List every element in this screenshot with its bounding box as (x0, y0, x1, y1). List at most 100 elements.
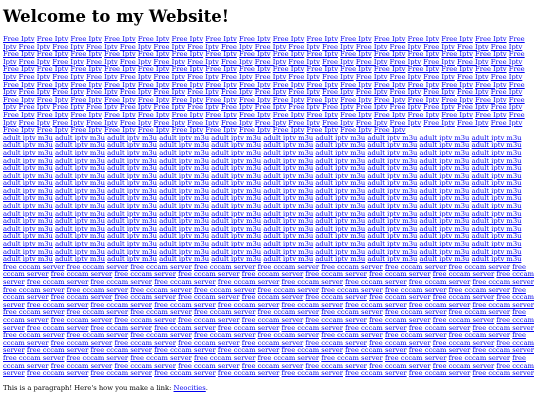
spam-link[interactable]: adult iptv m3u (107, 209, 158, 218)
spam-link[interactable]: adult iptv m3u (107, 240, 158, 249)
spam-link[interactable]: free cccam server (217, 300, 280, 309)
spam-link[interactable]: adult iptv m3u (107, 156, 158, 165)
spam-link[interactable]: adult iptv m3u (159, 247, 210, 256)
spam-link[interactable]: adult iptv m3u (211, 224, 262, 233)
spam-link[interactable]: adult iptv m3u (3, 141, 53, 150)
spam-link[interactable]: free cccam server (3, 270, 535, 286)
spam-link[interactable]: Free Iptv (239, 50, 271, 59)
spam-link[interactable]: adult iptv m3u (419, 141, 470, 150)
spam-link[interactable]: free cccam server (369, 338, 431, 347)
spam-link[interactable]: adult iptv m3u (367, 141, 418, 150)
spam-link[interactable]: Free Iptv (52, 57, 84, 66)
spam-link[interactable]: adult iptv m3u (419, 156, 470, 165)
spam-link[interactable]: Free Iptv (389, 42, 422, 51)
spam-link[interactable]: free cccam server (432, 315, 495, 324)
spam-link[interactable]: Free Iptv (220, 103, 253, 112)
spam-link[interactable]: Free Iptv (423, 42, 455, 51)
spam-link[interactable]: Free Iptv (254, 118, 287, 127)
spam-link[interactable]: free cccam server (217, 346, 280, 355)
spam-link[interactable]: adult iptv m3u (211, 156, 262, 165)
spam-link[interactable]: adult iptv m3u (419, 209, 470, 218)
spam-link[interactable]: free cccam server (384, 262, 447, 271)
spam-link[interactable]: Free Iptv (36, 80, 69, 89)
spam-link[interactable]: free cccam server (408, 323, 471, 332)
spam-link[interactable]: Free Iptv (18, 103, 51, 112)
spam-link[interactable]: free cccam server (3, 353, 65, 362)
spam-link[interactable]: free cccam server (130, 285, 192, 294)
spam-link[interactable]: adult iptv m3u (55, 240, 105, 249)
spam-link[interactable]: adult iptv m3u (419, 179, 470, 188)
spam-link[interactable]: free cccam server (241, 361, 304, 370)
spam-link[interactable]: Free Iptv (475, 35, 507, 43)
spam-link[interactable]: Free Iptv (187, 118, 219, 127)
spam-link[interactable]: Free Iptv (340, 50, 372, 59)
spam-link[interactable]: adult iptv m3u (55, 156, 105, 165)
spam-link[interactable]: adult iptv m3u (107, 164, 158, 173)
spam-link[interactable]: Free Iptv (119, 42, 152, 51)
spam-link[interactable]: adult iptv m3u (159, 202, 210, 211)
spam-link[interactable]: free cccam server (66, 285, 129, 294)
spam-link[interactable]: free cccam server (408, 300, 471, 309)
spam-link[interactable]: Free Iptv (239, 126, 271, 135)
spam-link[interactable]: free cccam server (321, 308, 383, 317)
spam-link[interactable]: free cccam server (345, 323, 407, 332)
spam-link[interactable]: Free Iptv (306, 126, 339, 135)
spam-link[interactable]: adult iptv m3u (3, 186, 53, 195)
spam-link[interactable]: adult iptv m3u (471, 247, 522, 256)
spam-link[interactable]: Free Iptv (441, 65, 473, 74)
spam-link[interactable]: free cccam server (3, 285, 526, 302)
spam-link[interactable]: adult iptv m3u (419, 186, 470, 195)
spam-link[interactable]: free cccam server (3, 353, 526, 370)
spam-link[interactable]: Free Iptv (423, 118, 455, 127)
spam-link[interactable]: adult iptv m3u (159, 194, 210, 203)
spam-link[interactable]: Free Iptv (340, 110, 372, 119)
spam-link[interactable]: adult iptv m3u (263, 179, 314, 188)
spam-link[interactable]: adult iptv m3u (471, 217, 522, 226)
spam-link[interactable]: Free Iptv (52, 42, 84, 51)
spam-link[interactable]: Free Iptv (355, 42, 388, 51)
spam-link[interactable]: free cccam server (472, 278, 534, 286)
spam-link[interactable]: Free Iptv (355, 72, 388, 81)
spam-link[interactable]: free cccam server (432, 361, 495, 370)
spam-link[interactable]: Free Iptv (137, 35, 170, 43)
spam-link[interactable]: adult iptv m3u (159, 133, 210, 142)
spam-link[interactable]: adult iptv m3u (367, 255, 418, 264)
spam-link[interactable]: free cccam server (66, 308, 129, 317)
spam-link[interactable]: Free Iptv (490, 42, 523, 51)
spam-link[interactable]: free cccam server (154, 369, 216, 378)
spam-link[interactable]: Free Iptv (373, 35, 406, 43)
spam-link[interactable]: Free Iptv (457, 72, 489, 81)
spam-link[interactable]: Free Iptv (119, 57, 152, 66)
spam-link[interactable]: Free Iptv (104, 80, 136, 89)
spam-link[interactable]: Free Iptv (441, 95, 473, 104)
spam-link[interactable]: Free Iptv (220, 57, 253, 66)
spam-link[interactable]: Free Iptv (36, 35, 69, 43)
spam-link[interactable]: free cccam server (281, 346, 344, 355)
spam-link[interactable]: Free Iptv (187, 103, 219, 112)
spam-link[interactable]: free cccam server (178, 315, 240, 324)
spam-link[interactable]: adult iptv m3u (159, 255, 210, 264)
spam-link[interactable]: adult iptv m3u (263, 240, 314, 249)
spam-link[interactable]: Free Iptv (457, 88, 489, 97)
spam-link[interactable]: Free Iptv (475, 50, 507, 59)
spam-link[interactable]: Free Iptv (3, 50, 525, 66)
spam-link[interactable]: free cccam server (321, 331, 383, 340)
spam-link[interactable]: free cccam server (281, 369, 344, 378)
spam-link[interactable]: Free Iptv (104, 35, 136, 43)
spam-link[interactable]: adult iptv m3u (367, 232, 418, 241)
spam-link[interactable]: Free Iptv (272, 95, 305, 104)
spam-link[interactable]: free cccam server (321, 353, 383, 362)
spam-link[interactable]: adult iptv m3u (471, 209, 522, 218)
spam-link[interactable]: Free Iptv (153, 118, 186, 127)
spam-link[interactable]: adult iptv m3u (55, 224, 105, 233)
spam-link[interactable]: Free Iptv (153, 72, 186, 81)
spam-link[interactable]: adult iptv m3u (3, 247, 53, 256)
spam-link[interactable]: adult iptv m3u (315, 156, 366, 165)
spam-link[interactable]: Free Iptv (36, 95, 69, 104)
spam-link[interactable]: free cccam server (90, 323, 153, 332)
spam-link[interactable]: adult iptv m3u (159, 232, 210, 241)
spam-link[interactable]: adult iptv m3u (471, 148, 522, 157)
spam-link[interactable]: adult iptv m3u (419, 202, 470, 211)
spam-link[interactable]: adult iptv m3u (55, 247, 105, 256)
spam-link[interactable]: Free Iptv (171, 95, 204, 104)
